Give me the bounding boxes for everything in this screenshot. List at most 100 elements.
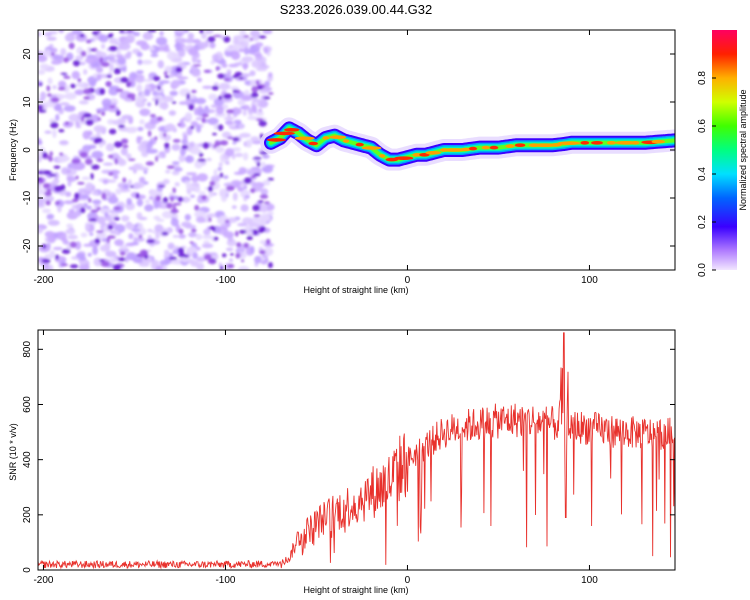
snr-y-tick-label: 800 xyxy=(22,341,33,358)
noise-blob-dark xyxy=(60,184,66,191)
noise-blob-dark xyxy=(157,85,161,91)
noise-blob-dark xyxy=(138,234,143,239)
noise-blob-light xyxy=(87,252,92,257)
noise-blob-light xyxy=(195,216,205,224)
noise-blob-light xyxy=(250,136,260,142)
noise-blob-light xyxy=(144,204,154,212)
colorbar: 0.0 0.2 0.4 0.6 0.8 Normalized spectral ampl… xyxy=(697,30,748,277)
noise-blob-dark xyxy=(177,123,181,126)
noise-blob-dark xyxy=(83,113,92,118)
noise-blob-light xyxy=(95,66,104,73)
noise-blob-light xyxy=(89,80,96,87)
ridge-hot-spot xyxy=(489,145,499,150)
noise-blob-dark xyxy=(231,186,235,190)
noise-blob-light xyxy=(201,33,207,40)
noise-blob-dark xyxy=(63,75,71,79)
noise-blob-light xyxy=(213,123,219,130)
noise-blob-light xyxy=(134,75,145,83)
noise-blob-light xyxy=(112,119,123,125)
noise-blob-light xyxy=(101,43,106,50)
noise-blob-light xyxy=(55,114,60,121)
noise-blob-light xyxy=(258,90,270,94)
noise-blob-dark xyxy=(118,124,125,129)
noise-blob-light xyxy=(254,255,262,264)
noise-blob-light xyxy=(44,265,50,269)
noise-blob-light xyxy=(193,39,201,44)
noise-blob-dark xyxy=(121,138,129,144)
snr-ticks: -200 -100 0 100 0 200 400 600 800 xyxy=(22,330,675,586)
ridge-hot-spot xyxy=(533,143,557,147)
noise-blob-dark xyxy=(230,253,234,256)
noise-blob-light xyxy=(103,162,114,166)
noise-blob-dark xyxy=(97,117,101,121)
noise-blob-light xyxy=(187,32,195,40)
noise-blob-dark xyxy=(146,239,155,244)
noise-blob-light xyxy=(95,232,106,240)
noise-blob-dark xyxy=(108,128,117,135)
noise-blob-light xyxy=(206,213,217,218)
noise-blob-light xyxy=(175,42,181,50)
noise-blob-dark xyxy=(201,113,209,118)
ridge-hot-spot xyxy=(343,139,350,143)
noise-blob-light xyxy=(220,193,228,202)
noise-blob-light xyxy=(195,124,202,133)
noise-blob-dark xyxy=(250,175,256,179)
noise-blob-dark xyxy=(259,226,266,233)
noise-blob-light xyxy=(44,231,55,238)
noise-blob-light xyxy=(136,85,142,91)
noise-blob-light xyxy=(52,129,57,139)
noise-blob-dark xyxy=(209,181,216,186)
noise-blob-light xyxy=(109,63,115,72)
ridge-hot-spot xyxy=(557,141,581,145)
noise-blob-light xyxy=(137,143,147,153)
ridge-hot-spot xyxy=(514,143,526,147)
noise-blob-light xyxy=(49,250,56,259)
ridge-hot-spot xyxy=(615,141,637,145)
noise-blob-light xyxy=(264,80,271,88)
spectrogram-y-tick-label: 20 xyxy=(22,48,33,60)
noise-blob-light xyxy=(68,208,75,213)
noise-blob-light xyxy=(184,112,193,121)
noise-blob-light xyxy=(212,53,219,61)
noise-blob-dark xyxy=(181,144,189,150)
noise-blob-light xyxy=(80,232,88,238)
noise-blob-light xyxy=(191,182,200,186)
noise-blob-light xyxy=(248,223,261,228)
noise-blob-dark xyxy=(252,229,259,236)
noise-blob-light xyxy=(202,85,213,89)
noise-blob-light xyxy=(148,196,154,200)
noise-blob-dark xyxy=(163,70,168,76)
noise-blob-dark xyxy=(258,35,267,39)
noise-blob-light xyxy=(169,72,175,78)
noise-blob-light xyxy=(198,41,207,50)
noise-blob-dark xyxy=(178,228,184,235)
ridge-hot-spot xyxy=(394,156,414,160)
noise-blob-dark xyxy=(259,250,266,255)
noise-blob-light xyxy=(242,217,253,225)
noise-blob-dark xyxy=(113,216,120,221)
noise-blob-light xyxy=(38,69,46,75)
noise-blob-light xyxy=(249,30,261,38)
noise-blob-light xyxy=(180,147,186,156)
noise-blob-dark xyxy=(147,30,157,33)
noise-blob-dark xyxy=(207,185,213,192)
noise-blob-light xyxy=(139,176,146,184)
noise-blob-dark xyxy=(250,188,256,194)
noise-blob-dark xyxy=(250,92,259,98)
page-title: S233.2026.039.00.44.G32 xyxy=(280,2,433,17)
noise-blob-dark xyxy=(236,242,242,248)
noise-blob-light xyxy=(210,60,216,65)
noise-blob-dark xyxy=(112,264,121,270)
noise-blob-dark xyxy=(96,110,101,114)
colorbar-tick-label: 0.0 xyxy=(697,263,708,277)
noise-blob-light xyxy=(42,208,51,214)
noise-blob-dark xyxy=(49,151,53,157)
noise-blob-dark xyxy=(252,204,260,212)
noise-blob-light xyxy=(258,108,263,113)
noise-blob-dark xyxy=(201,194,207,201)
noise-blob-light xyxy=(126,51,132,57)
noise-blob-dark xyxy=(106,74,112,78)
noise-blob-dark xyxy=(113,141,123,148)
noise-blob-dark xyxy=(268,92,274,95)
noise-blob-dark xyxy=(58,86,66,91)
